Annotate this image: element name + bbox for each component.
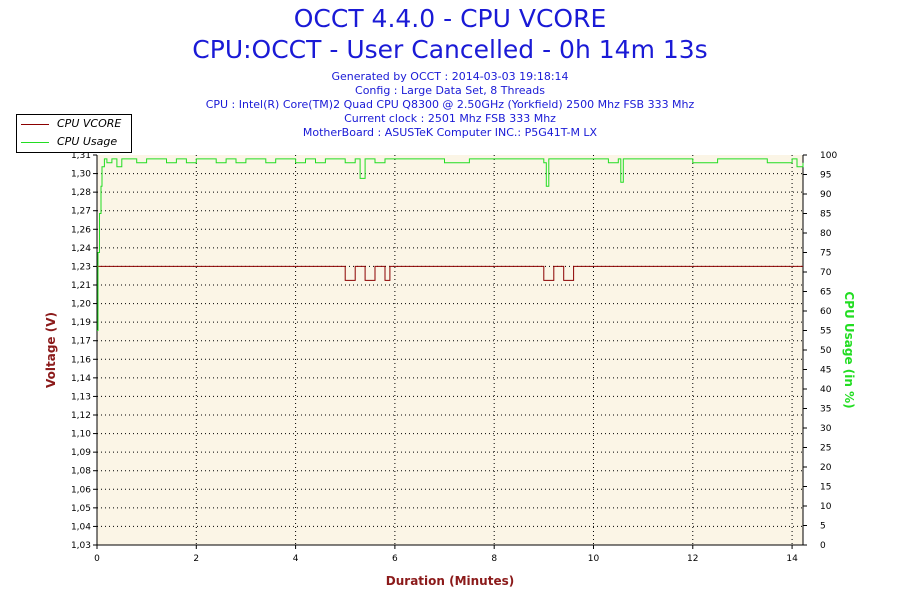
tick-label-bottom: 8: [491, 554, 497, 564]
info-generated: Generated by OCCT : 2014-03-03 19:18:14: [331, 70, 569, 83]
tick-label-right: 75: [820, 249, 831, 259]
tick-label-right: 15: [820, 483, 831, 493]
tick-label-right: 95: [820, 171, 831, 181]
legend-swatch-vcore: [21, 124, 49, 125]
tick-label-right: 35: [820, 405, 831, 415]
tick-label-right: 0: [820, 541, 826, 551]
tick-label-right: 40: [820, 385, 832, 395]
tick-label-right: 45: [820, 366, 831, 376]
tick-label-left: 1,14: [71, 374, 91, 384]
tick-label-right: 85: [820, 210, 831, 220]
tick-label-bottom: 14: [786, 554, 798, 564]
chart-legend: CPU VCORE CPU Usage: [16, 114, 132, 153]
tick-label-right: 10: [820, 502, 832, 512]
legend-label-vcore: CPU VCORE: [57, 117, 122, 130]
tick-label-left: 1,10: [71, 430, 91, 440]
tick-label-left: 1,31: [71, 151, 91, 161]
tick-label-right: 80: [820, 229, 832, 239]
tick-label-left: 1,08: [71, 467, 91, 477]
tick-label-right: 50: [820, 346, 832, 356]
tick-label-right: 100: [820, 151, 837, 161]
tick-label-right: 90: [820, 190, 832, 200]
y-axis-label-left: Voltage (V): [44, 312, 58, 388]
tick-label-left: 1,26: [71, 225, 91, 235]
plot-area: [97, 155, 803, 545]
tick-label-left: 1,20: [71, 300, 91, 310]
tick-label-right: 5: [820, 522, 826, 532]
tick-label-right: 65: [820, 288, 831, 298]
legend-swatch-usage: [21, 142, 49, 143]
y-axis-label-right: CPU Usage (in %): [842, 291, 856, 408]
tick-label-left: 1,19: [71, 318, 91, 328]
tick-label-right: 55: [820, 327, 831, 337]
legend-label-usage: CPU Usage: [57, 135, 118, 148]
tick-label-left: 1,28: [71, 188, 91, 198]
tick-label-left: 1,24: [71, 244, 91, 254]
tick-label-right: 20: [820, 463, 832, 473]
info-clock: Current clock : 2501 Mhz FSB 333 Mhz: [344, 112, 556, 125]
tick-label-left: 1,04: [71, 522, 91, 532]
x-axis-label: Duration (Minutes): [386, 574, 514, 588]
tick-label-bottom: 12: [687, 554, 698, 564]
tick-label-left: 1,23: [71, 262, 91, 272]
tick-label-bottom: 10: [588, 554, 600, 564]
tick-label-bottom: 0: [94, 554, 100, 564]
chart-title: OCCT 4.4.0 - CPU VCORE: [293, 4, 607, 33]
series-line-vcore: [97, 265, 803, 281]
tick-label-left: 1,03: [71, 541, 91, 551]
tick-label-left: 1,06: [71, 485, 91, 495]
tick-label-bottom: 2: [193, 554, 199, 564]
tick-label-left: 1,05: [71, 504, 91, 514]
tick-label-right: 60: [820, 307, 832, 317]
tick-label-left: 1,30: [71, 170, 91, 180]
tick-label-left: 1,13: [71, 392, 91, 402]
series-line-usage: [97, 158, 804, 331]
tick-label-left: 1,17: [71, 337, 91, 347]
tick-label-left: 1,09: [71, 448, 91, 458]
info-motherboard: MotherBoard : ASUSTeK Computer INC.: P5G…: [302, 126, 598, 139]
tick-label-bottom: 6: [392, 554, 398, 564]
tick-label-left: 1,21: [71, 281, 91, 291]
tick-label-right: 70: [820, 268, 832, 278]
tick-label-right: 30: [820, 424, 832, 434]
tick-label-left: 1,27: [71, 207, 91, 217]
info-config: Config : Large Data Set, 8 Threads: [355, 84, 545, 97]
info-cpu: CPU : Intel(R) Core(TM)2 Quad CPU Q8300 …: [205, 98, 695, 111]
tick-label-left: 1,16: [71, 355, 91, 365]
chart-subtitle: CPU:OCCT - User Cancelled - 0h 14m 13s: [192, 35, 708, 64]
tick-label-left: 1,12: [71, 411, 91, 421]
tick-label-right: 25: [820, 444, 831, 454]
tick-label-bottom: 4: [293, 554, 299, 564]
